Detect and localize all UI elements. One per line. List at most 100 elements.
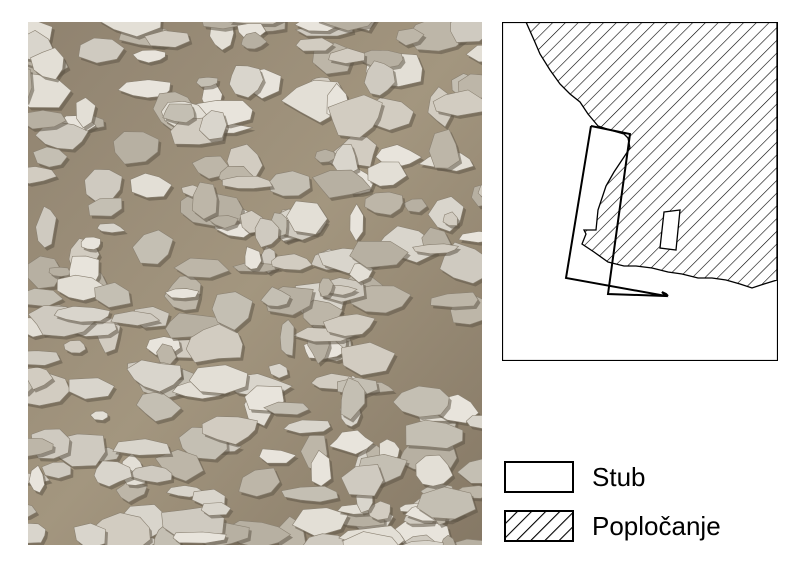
stone — [41, 461, 72, 479]
stone — [311, 169, 372, 199]
stone — [75, 97, 96, 129]
stone — [280, 485, 339, 503]
stone — [195, 76, 219, 88]
stone — [227, 22, 278, 25]
stone — [28, 504, 38, 518]
stone — [286, 200, 328, 235]
stone — [260, 286, 291, 307]
stone — [28, 522, 47, 544]
stone — [144, 30, 191, 48]
stone — [130, 172, 173, 199]
stone — [465, 44, 482, 63]
stone — [28, 288, 64, 307]
stone — [254, 217, 280, 248]
stone — [258, 448, 297, 464]
stone — [458, 230, 482, 243]
stone — [112, 438, 172, 456]
stone — [188, 364, 248, 395]
stone — [229, 65, 264, 99]
stone — [268, 363, 289, 379]
stone — [126, 359, 182, 393]
stone — [295, 37, 335, 52]
stone — [28, 166, 58, 185]
stone — [236, 23, 267, 39]
stone — [320, 22, 373, 32]
stone — [30, 47, 65, 80]
stone — [263, 401, 310, 416]
stone — [28, 255, 63, 289]
stone — [283, 419, 331, 434]
stone — [117, 79, 171, 99]
stone — [110, 310, 161, 326]
stone — [87, 197, 123, 217]
stone — [450, 538, 482, 545]
stone — [73, 522, 106, 545]
stone — [28, 68, 33, 99]
stone — [477, 184, 482, 198]
stone — [172, 531, 227, 544]
stone — [132, 49, 166, 64]
stone — [240, 31, 268, 50]
site-plan — [501, 21, 779, 362]
legend-item-paving: Popločanje — [504, 510, 794, 544]
stone — [35, 205, 57, 249]
stone — [53, 305, 111, 323]
stone — [430, 291, 479, 308]
stone — [200, 502, 232, 516]
stone — [364, 191, 404, 216]
stone — [78, 37, 125, 64]
stone — [136, 391, 182, 422]
stone — [395, 27, 425, 46]
stone — [100, 22, 162, 38]
stone — [28, 73, 72, 109]
stone — [349, 203, 364, 242]
stone — [185, 322, 244, 363]
stone — [456, 458, 482, 484]
stone — [198, 110, 228, 140]
stone — [392, 385, 450, 418]
stone — [415, 454, 454, 487]
stone — [349, 241, 409, 269]
paving-area — [524, 21, 778, 289]
stone — [201, 416, 258, 445]
stone — [279, 319, 295, 357]
stone — [405, 419, 464, 449]
stone — [428, 128, 460, 169]
stone — [416, 486, 476, 520]
legend-label-stub: Stub — [592, 462, 646, 492]
stone — [327, 94, 383, 139]
stone — [94, 282, 131, 308]
stone — [340, 464, 384, 497]
stone — [162, 103, 195, 124]
stone — [80, 236, 101, 250]
stone — [68, 377, 115, 400]
stone — [96, 222, 126, 234]
stone — [211, 291, 253, 331]
stub-outline — [564, 125, 669, 298]
stone — [164, 288, 200, 299]
stone — [340, 377, 365, 420]
stone — [450, 22, 482, 43]
stone — [32, 146, 68, 168]
gap-in-paving — [659, 209, 681, 251]
stone — [375, 144, 423, 168]
stone — [367, 161, 408, 187]
stone — [465, 415, 482, 429]
stone-paving-photo — [28, 22, 482, 545]
stone — [28, 109, 67, 130]
stone — [328, 429, 375, 455]
stone — [113, 131, 160, 165]
stone — [28, 464, 45, 494]
legend-label-paving: Popločanje — [592, 511, 721, 541]
stone — [63, 339, 87, 354]
stone-photo-canvas — [28, 22, 482, 545]
stone — [156, 343, 177, 367]
stone — [28, 438, 54, 457]
stone — [191, 181, 218, 220]
stone — [412, 243, 460, 255]
stone — [440, 534, 456, 545]
stone — [432, 89, 482, 117]
stone — [244, 246, 262, 270]
stone — [132, 229, 174, 265]
stone — [173, 257, 230, 279]
